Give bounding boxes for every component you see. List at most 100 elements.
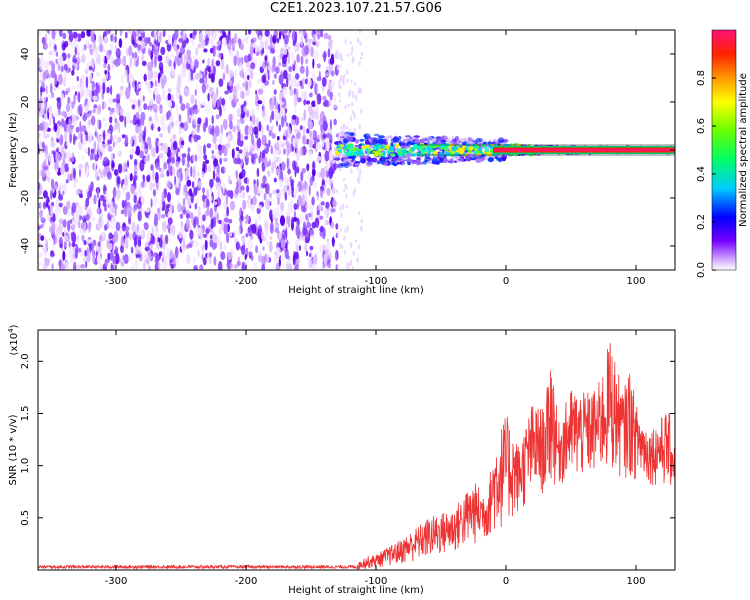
noise-cell [333,118,337,126]
noise-cell [40,63,43,71]
noise-cell [178,127,185,135]
noise-cell [347,266,350,270]
noise-cell [95,84,100,96]
noise-cell [188,200,191,206]
noise-cell [211,150,214,155]
signal-hot-cell [477,147,483,151]
signal-cell [422,160,427,165]
noise-cell [141,54,144,63]
signal-cell [390,142,394,147]
noise-cell [191,120,196,125]
noise-cell [112,32,115,43]
noise-cell [329,119,332,131]
noise-cell [201,244,205,251]
noise-cell [360,108,363,115]
noise-cell [268,240,273,253]
noise-cell [325,162,330,167]
noise-cell [326,242,331,251]
noise-cell [86,250,91,263]
noise-cell [316,93,322,105]
noise-cell [240,159,244,166]
noise-cell [223,223,228,235]
noise-cell [238,62,243,70]
noise-cell [228,30,231,36]
noise-cell [253,186,258,196]
noise-cell [310,46,314,57]
noise-cell [207,34,211,39]
noise-cell [183,121,189,132]
noise-cell [322,133,327,139]
noise-cell [358,210,361,216]
noise-cell [256,78,262,84]
colorbar-tick-label: 0.8 [696,70,707,86]
noise-cell [288,31,291,38]
noise-cell [261,74,267,84]
noise-cell [40,235,45,241]
noise-cell [143,73,147,82]
noise-cell [93,95,99,102]
noise-cell [207,165,211,173]
signal-hot-cell [365,144,371,149]
noise-cell [242,145,248,153]
noise-cell [139,117,142,129]
noise-cell [297,194,302,207]
noise-cell [256,207,261,215]
noise-cell [44,121,49,130]
noise-cell [237,256,240,264]
noise-cell [100,148,105,153]
noise-cell [276,140,279,150]
noise-cell [107,145,113,152]
noise-cell [275,189,280,194]
noise-cell [240,185,245,191]
noise-cell [357,244,361,250]
noise-cell [226,232,230,244]
noise-cell [75,264,81,270]
noise-cell [121,235,124,247]
spectrogram-x-tick-label: -100 [365,276,388,287]
noise-cell [174,119,180,127]
noise-cell [289,88,294,97]
noise-cell [131,104,136,110]
noise-cell [135,244,139,255]
noise-cell [95,45,99,55]
noise-cell [333,104,338,109]
noise-cell [249,46,254,57]
noise-cell [56,230,60,239]
noise-cell [219,96,222,104]
noise-cell [152,169,155,181]
noise-cell [143,222,149,231]
noise-cell [273,30,278,39]
noise-cell [349,259,353,266]
noise-cell [358,87,361,92]
noise-cell [197,117,202,125]
noise-cell [157,209,161,221]
noise-cell [114,44,117,50]
noise-cell [159,107,163,114]
signal-hot-cell [355,150,359,156]
noise-cell [338,243,342,248]
signal-hot-cell [374,151,379,157]
noise-cell [296,81,301,88]
noise-cell [87,190,90,201]
signal-cell [424,156,431,159]
noise-cell [43,245,47,256]
noise-cell [228,70,234,78]
noise-cell [138,36,142,41]
noise-cell [93,104,98,109]
noise-cell [273,177,277,183]
noise-cell [339,205,342,211]
noise-cell [193,218,197,229]
noise-cell [184,193,188,201]
noise-cell [209,252,212,258]
noise-cell [190,94,195,105]
noise-cell [316,195,319,200]
noise-cell [51,92,55,98]
noise-cell [98,222,101,229]
noise-cell [55,51,59,57]
noise-cell [245,151,249,159]
noise-cell [116,188,121,199]
noise-cell [155,240,160,250]
noise-cell [349,115,353,122]
noise-cell [206,65,210,71]
